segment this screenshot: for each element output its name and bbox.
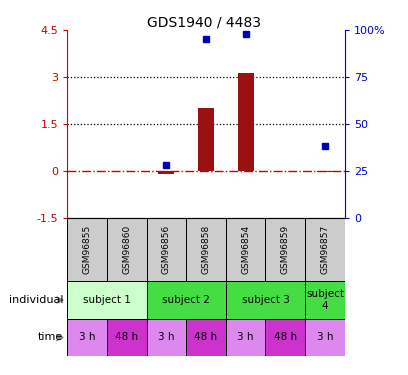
Bar xyxy=(146,319,186,356)
Text: GDS1940 / 4483: GDS1940 / 4483 xyxy=(147,15,261,29)
Bar xyxy=(317,171,333,172)
Bar xyxy=(146,281,226,319)
Text: subject
4: subject 4 xyxy=(306,289,344,311)
Bar xyxy=(266,319,305,356)
Bar xyxy=(186,217,226,281)
Text: GSM96856: GSM96856 xyxy=(162,225,171,274)
Bar xyxy=(67,281,146,319)
Bar xyxy=(226,319,266,356)
Text: GSM96854: GSM96854 xyxy=(241,225,250,274)
Text: subject 1: subject 1 xyxy=(83,295,131,305)
Bar xyxy=(198,108,214,171)
Text: 3 h: 3 h xyxy=(237,333,254,342)
Text: GSM96857: GSM96857 xyxy=(320,225,329,274)
Bar xyxy=(238,73,254,171)
Bar xyxy=(107,217,146,281)
Text: 3 h: 3 h xyxy=(158,333,175,342)
Bar xyxy=(107,319,146,356)
Text: 48 h: 48 h xyxy=(274,333,297,342)
Text: subject 2: subject 2 xyxy=(162,295,210,305)
Bar xyxy=(305,217,345,281)
Text: time: time xyxy=(38,333,63,342)
Text: 48 h: 48 h xyxy=(195,333,217,342)
Bar xyxy=(158,171,174,174)
Bar xyxy=(67,217,107,281)
Text: subject 3: subject 3 xyxy=(242,295,289,305)
Text: 3 h: 3 h xyxy=(317,333,333,342)
Bar xyxy=(226,217,266,281)
Text: GSM96855: GSM96855 xyxy=(83,225,92,274)
Text: GSM96860: GSM96860 xyxy=(122,225,131,274)
Text: 3 h: 3 h xyxy=(79,333,95,342)
Bar xyxy=(305,281,345,319)
Text: 48 h: 48 h xyxy=(115,333,138,342)
Bar xyxy=(266,217,305,281)
Bar xyxy=(226,281,305,319)
Bar xyxy=(186,319,226,356)
Bar xyxy=(305,319,345,356)
Text: individual: individual xyxy=(9,295,63,305)
Text: GSM96859: GSM96859 xyxy=(281,225,290,274)
Text: GSM96858: GSM96858 xyxy=(202,225,211,274)
Bar xyxy=(67,319,107,356)
Bar xyxy=(146,217,186,281)
